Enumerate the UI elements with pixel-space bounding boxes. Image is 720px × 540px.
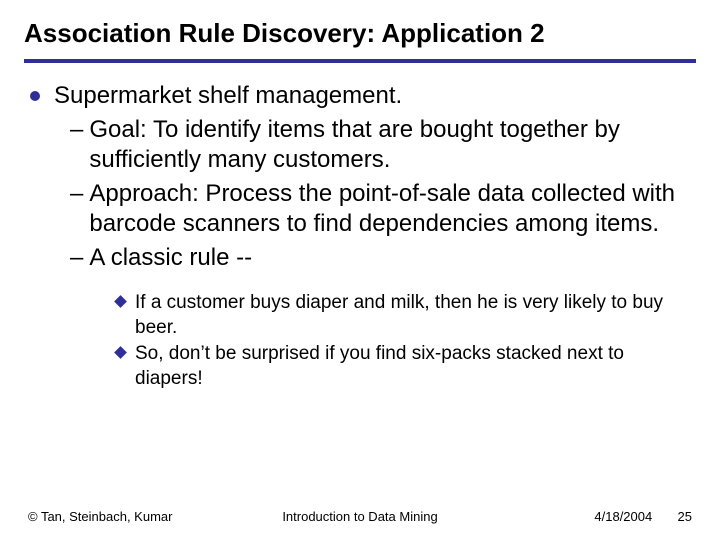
dash-bullet-icon: – (70, 115, 83, 145)
bullet-text: Goal: To identify items that are bought … (89, 115, 686, 175)
circle-bullet-icon (30, 91, 40, 101)
bullet-text: Supermarket shelf management. (54, 81, 402, 111)
dash-bullet-icon: – (70, 179, 83, 209)
footer-copyright: © Tan, Steinbach, Kumar (28, 509, 172, 524)
bullet-level2: – A classic rule -- (30, 243, 686, 273)
footer-right: 4/18/2004 25 (594, 509, 692, 524)
bullet-level3: So, don’t be surprised if you find six-p… (30, 342, 686, 391)
footer-date: 4/18/2004 (594, 509, 652, 524)
bullet-level2: – Goal: To identify items that are bough… (30, 115, 686, 175)
dash-bullet-icon: – (70, 243, 83, 273)
bullet-text: So, don’t be surprised if you find six-p… (135, 342, 686, 391)
title-underline (24, 59, 696, 63)
bullet-level3: If a customer buys diaper and milk, then… (30, 291, 686, 340)
slide-title: Association Rule Discovery: Application … (24, 18, 696, 49)
footer-page-number: 25 (678, 509, 692, 524)
bullet-text: A classic rule -- (89, 243, 252, 273)
diamond-bullet-icon (114, 295, 127, 308)
bullet-level2: – Approach: Process the point-of-sale da… (30, 179, 686, 239)
footer-title: Introduction to Data Mining (282, 509, 437, 524)
bullet-text: Approach: Process the point-of-sale data… (89, 179, 686, 239)
slide: Association Rule Discovery: Application … (0, 0, 720, 540)
bullet-level1: Supermarket shelf management. (30, 81, 686, 111)
slide-body: Supermarket shelf management. – Goal: To… (24, 81, 696, 392)
bullet-text: If a customer buys diaper and milk, then… (135, 291, 686, 340)
diamond-bullet-icon (114, 347, 127, 360)
slide-footer: © Tan, Steinbach, Kumar Introduction to … (0, 509, 720, 524)
spacer (30, 277, 686, 291)
